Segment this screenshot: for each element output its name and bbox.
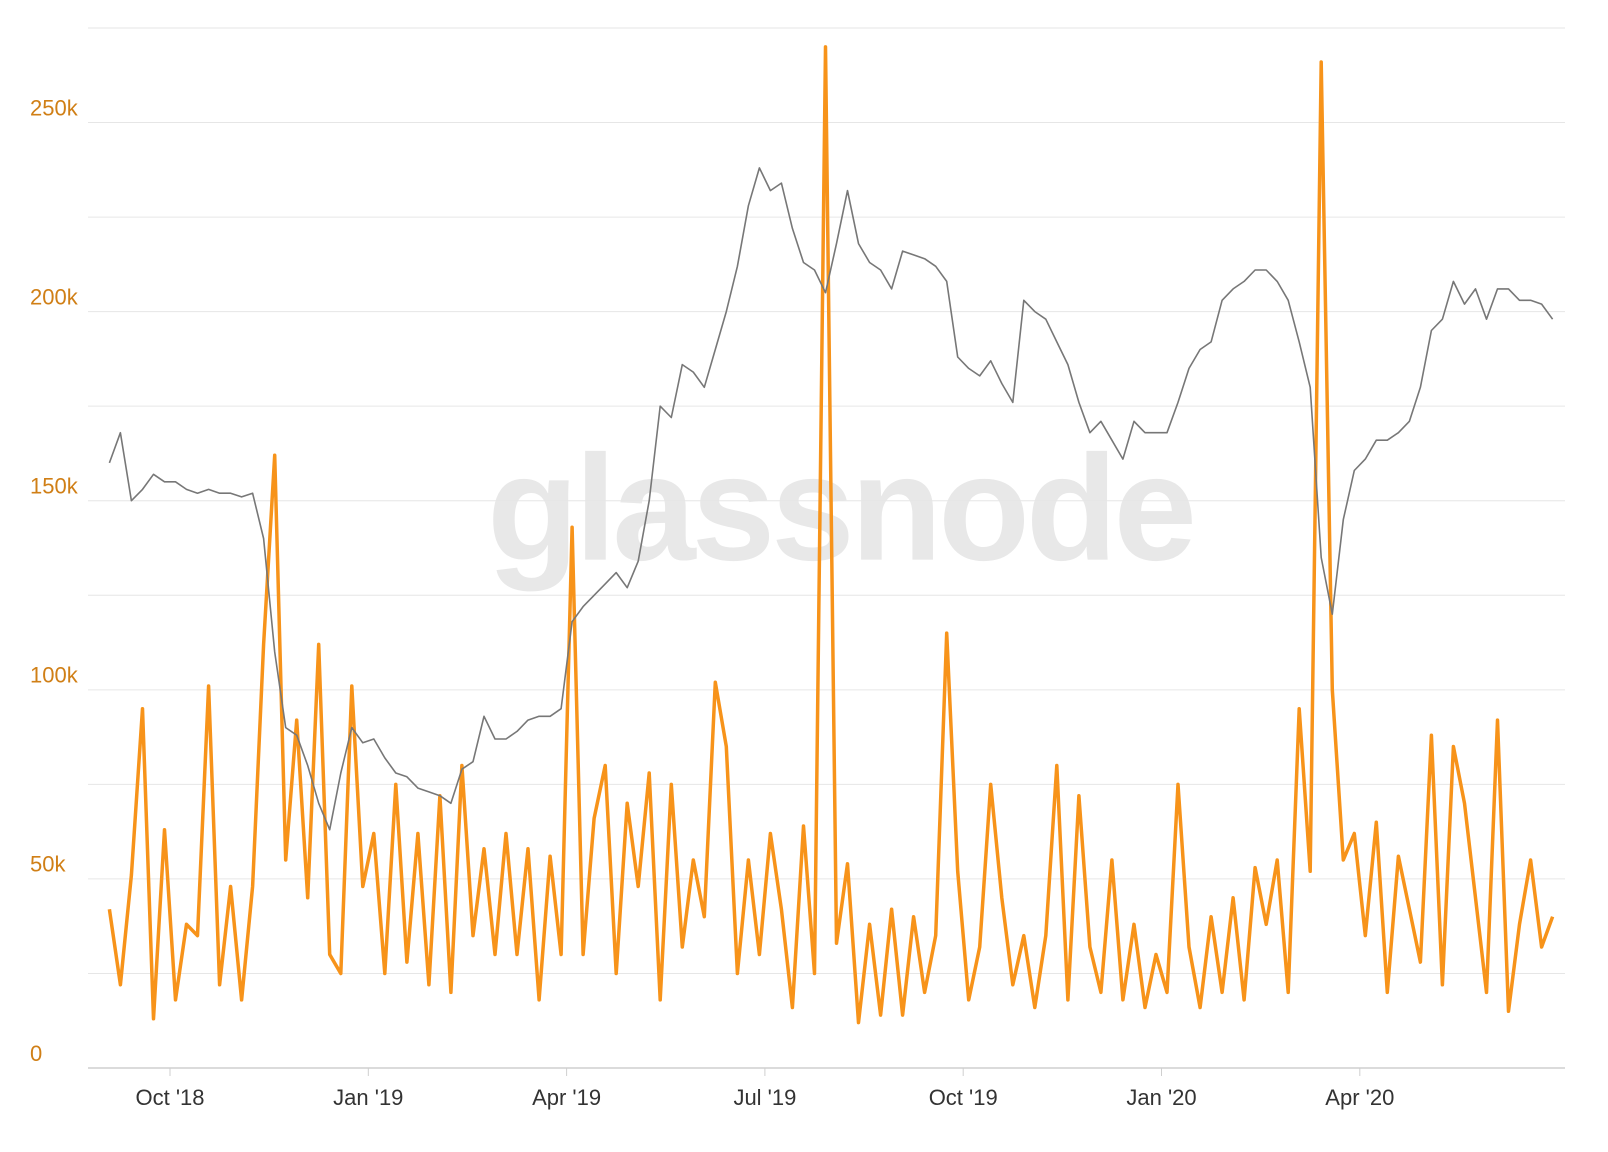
y-tick-label: 50k <box>30 852 66 877</box>
y-tick-label: 150k <box>30 474 79 499</box>
x-tick-label: Jul '19 <box>733 1085 796 1110</box>
y-tick-label: 250k <box>30 95 79 120</box>
x-tick-label: Jan '19 <box>333 1085 403 1110</box>
x-tick-label: Apr '19 <box>532 1085 601 1110</box>
x-tick-label: Oct '18 <box>135 1085 204 1110</box>
series-line <box>107 45 1555 1025</box>
series-line <box>108 167 1554 831</box>
y-tick-label: 0 <box>30 1041 42 1066</box>
x-tick-label: Jan '20 <box>1126 1085 1196 1110</box>
x-tick-label: Oct '19 <box>929 1085 998 1110</box>
y-tick-label: 200k <box>30 284 79 309</box>
watermark: glassnode <box>487 424 1193 592</box>
x-tick-label: Apr '20 <box>1325 1085 1394 1110</box>
y-tick-label: 100k <box>30 663 79 688</box>
